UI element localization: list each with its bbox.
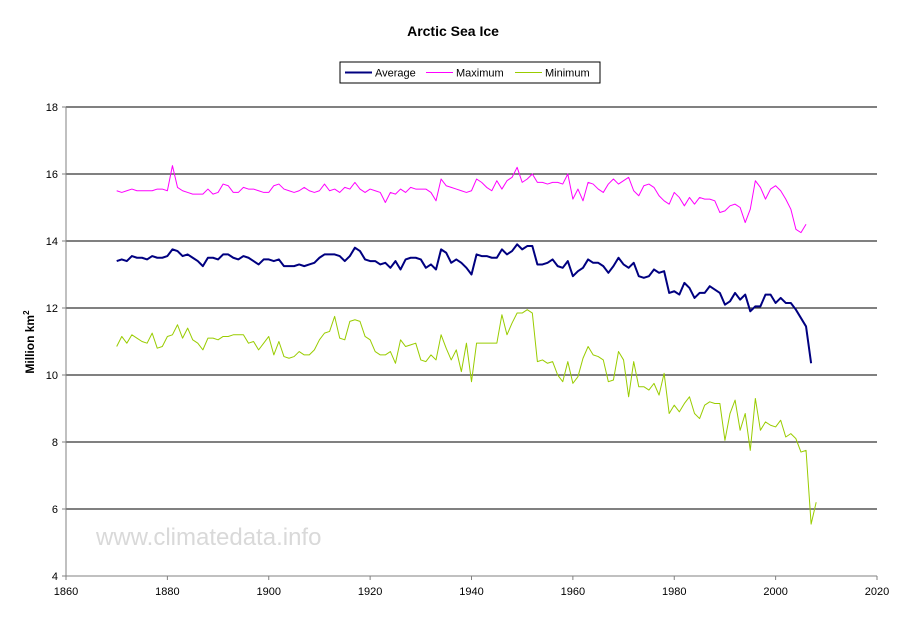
x-tick-label-1900: 1900 — [257, 586, 281, 598]
y-tick-label-12: 12 — [46, 303, 58, 315]
y-axis-label: Million km2 — [22, 310, 37, 374]
plot-area: www.climatedata.info 1860 1880 1900 1920 194… — [46, 102, 889, 598]
legend: Average Maximum Minimum — [339, 61, 601, 84]
y-tick-label-14: 14 — [46, 236, 58, 248]
y-tick-label-6: 6 — [52, 504, 58, 516]
chart-title: Arctic Sea Ice — [407, 23, 499, 39]
legend-label-maximum: Maximum — [456, 68, 504, 80]
x-tick-label-1860: 1860 — [54, 586, 78, 598]
y-tick-label-10: 10 — [46, 370, 58, 382]
y-axis-label-text: Million km — [23, 315, 37, 374]
watermark: www.climatedata.info — [95, 524, 321, 551]
y-axis-label-superscript: 2 — [22, 310, 31, 315]
series-line-minimum — [116, 309, 817, 525]
series-line-average — [116, 243, 813, 364]
y-tick-label-4: 4 — [52, 571, 58, 583]
x-tick-label-1880: 1880 — [155, 586, 179, 598]
x-tick-label-2020: 2020 — [865, 586, 889, 598]
x-tick-label-1960: 1960 — [561, 586, 585, 598]
y-tick-label-18: 18 — [46, 102, 58, 114]
x-tick-label-1980: 1980 — [662, 586, 686, 598]
legend-box — [339, 61, 601, 84]
x-tick-label-1940: 1940 — [459, 586, 483, 598]
x-tick-label-1920: 1920 — [358, 586, 382, 598]
series-line-maximum — [116, 165, 807, 234]
x-tick-label-2000: 2000 — [763, 586, 787, 598]
y-tick-label-16: 16 — [46, 169, 58, 181]
legend-label-minimum: Minimum — [545, 68, 590, 80]
legend-label-average: Average — [375, 68, 416, 80]
y-tick-label-8: 8 — [52, 437, 58, 449]
